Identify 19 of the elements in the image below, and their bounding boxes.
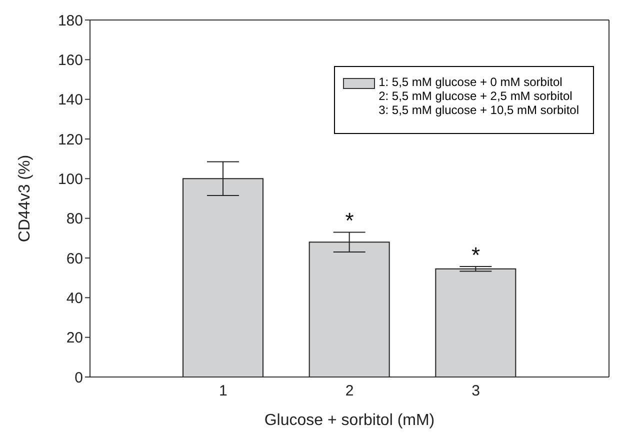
x-tick-label: 3 — [472, 382, 480, 400]
x-tick-label: 1 — [218, 382, 228, 400]
y-tick-label: 40 — [66, 290, 83, 307]
x-axis-title: Glucose + sorbitol (mM) — [264, 412, 435, 429]
y-tick-label: 60 — [66, 250, 83, 268]
y-tick-label: 100 — [58, 170, 83, 188]
y-axis-title: CD44v3 (%) — [16, 154, 34, 242]
bar — [435, 268, 516, 377]
y-tick-label: 180 — [58, 12, 83, 30]
legend-label: 1: 5,5 mM glucose + 0 mM sorbitol 2: 5,5 mM glucose + 2,5 mM sorbitol 3: 5,5 mM glucose + 10,5 mM sorbitol — [378, 75, 579, 117]
x-tick-label: 2 — [345, 382, 354, 400]
y-tick-label: 20 — [66, 330, 83, 347]
annotation: * — [345, 208, 354, 234]
y-tick-label: 120 — [58, 131, 83, 148]
y-tick-label: 160 — [58, 52, 83, 69]
annotation: * — [472, 242, 481, 268]
y-tick-label: 80 — [66, 210, 83, 228]
y-tick-label: 140 — [58, 92, 83, 109]
y-tick-label: 0 — [74, 369, 83, 386]
